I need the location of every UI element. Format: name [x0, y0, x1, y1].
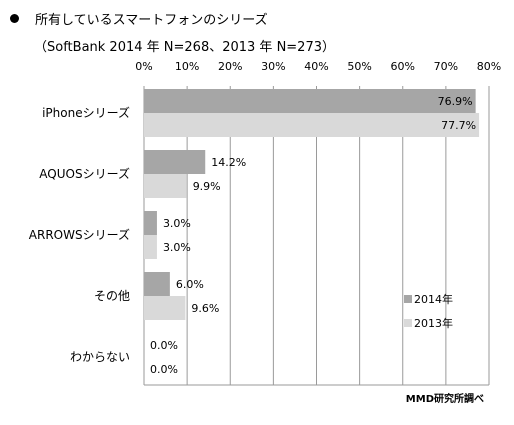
source-credit: MMD研究所調べ — [405, 394, 484, 405]
data-label: 14.2% — [211, 156, 246, 169]
bar — [144, 174, 187, 198]
category-label: その他 — [94, 289, 130, 303]
category-label: わからない — [70, 350, 130, 364]
legend-swatch — [404, 319, 412, 327]
legend-label: 2014年 — [414, 292, 453, 306]
data-label: 9.9% — [193, 180, 221, 193]
chart-title: 所有しているスマートフォンのシリーズ — [35, 13, 268, 28]
x-tick-label: 40% — [304, 60, 328, 73]
bullet-icon — [10, 14, 19, 23]
chart-title-row: 所有しているスマートフォンのシリーズ — [10, 9, 268, 28]
data-label: 76.9% — [438, 95, 473, 108]
bar — [144, 272, 170, 296]
data-label: 3.0% — [163, 241, 191, 254]
category-label: iPhoneシリーズ — [42, 105, 130, 120]
x-tick-label: 80% — [477, 60, 501, 73]
x-tick-label: 50% — [347, 60, 371, 73]
bar — [144, 235, 157, 259]
x-tick-label: 30% — [261, 60, 285, 73]
legend-swatch — [404, 295, 412, 303]
category-label: AQUOSシリーズ — [39, 166, 130, 181]
data-label: 3.0% — [163, 217, 191, 230]
bar — [144, 150, 206, 174]
x-tick-label: 70% — [434, 60, 458, 73]
chart-subtitle: （SoftBank 2014 年 N=268、2013 年 N=273） — [34, 40, 335, 55]
category-label: ARROWSシリーズ — [29, 227, 130, 242]
bar — [144, 296, 186, 320]
bar — [144, 113, 480, 137]
x-tick-label: 0% — [135, 60, 152, 73]
data-label: 9.6% — [191, 302, 219, 315]
x-tick-label: 20% — [218, 60, 242, 73]
data-label: 0.0% — [150, 363, 178, 376]
bar — [144, 211, 157, 235]
data-label: 77.7% — [441, 119, 476, 132]
data-label: 0.0% — [150, 339, 178, 352]
bar — [144, 89, 476, 113]
x-tick-label: 60% — [391, 60, 415, 73]
x-tick-label: 10% — [175, 60, 199, 73]
legend-label: 2013年 — [414, 316, 453, 330]
data-label: 6.0% — [176, 278, 204, 291]
